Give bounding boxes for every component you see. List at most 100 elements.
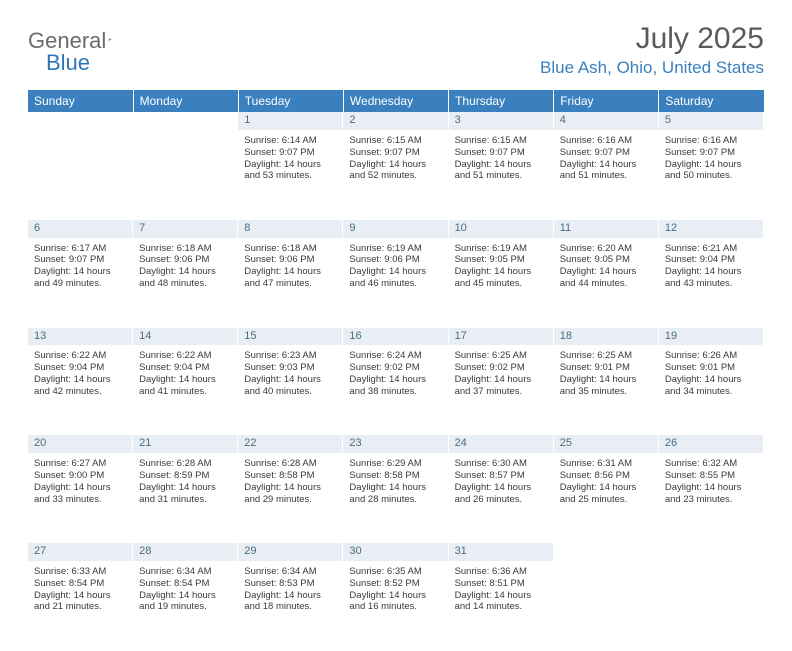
day-daylight2: and 44 minutes. bbox=[560, 278, 653, 290]
day-sunrise: Sunrise: 6:18 AM bbox=[139, 243, 232, 255]
day-cell: Sunrise: 6:23 AMSunset: 9:03 PMDaylight:… bbox=[238, 346, 343, 434]
day-sunrise: Sunrise: 6:36 AM bbox=[455, 566, 548, 578]
day-sunset: Sunset: 8:57 PM bbox=[455, 470, 548, 482]
weekday-header: Saturday bbox=[659, 90, 764, 112]
day-sunset: Sunset: 9:06 PM bbox=[139, 254, 232, 266]
day-daylight2: and 26 minutes. bbox=[455, 494, 548, 506]
day-sunrise: Sunrise: 6:27 AM bbox=[34, 458, 127, 470]
day-sunrise: Sunrise: 6:25 AM bbox=[455, 350, 548, 362]
day-number: 2 bbox=[343, 112, 448, 130]
day-number bbox=[659, 543, 764, 547]
day-daylight2: and 21 minutes. bbox=[34, 601, 127, 613]
day-cell: Sunrise: 6:15 AMSunset: 9:07 PMDaylight:… bbox=[449, 131, 554, 219]
day-sunrise: Sunrise: 6:28 AM bbox=[139, 458, 232, 470]
day-daylight1: Daylight: 14 hours bbox=[349, 374, 442, 386]
day-cell: Sunrise: 6:28 AMSunset: 8:59 PMDaylight:… bbox=[133, 454, 238, 542]
day-sunrise: Sunrise: 6:20 AM bbox=[560, 243, 653, 255]
day-sunrise: Sunrise: 6:24 AM bbox=[349, 350, 442, 362]
content-row: Sunrise: 6:22 AMSunset: 9:04 PMDaylight:… bbox=[28, 346, 764, 434]
day-daylight2: and 48 minutes. bbox=[139, 278, 232, 290]
day-sunset: Sunset: 8:55 PM bbox=[665, 470, 758, 482]
day-sunset: Sunset: 8:51 PM bbox=[455, 578, 548, 590]
day-number: 7 bbox=[133, 220, 238, 238]
title-block: July 2025 Blue Ash, Ohio, United States bbox=[540, 22, 764, 78]
day-daylight2: and 16 minutes. bbox=[349, 601, 442, 613]
day-sunrise: Sunrise: 6:25 AM bbox=[560, 350, 653, 362]
day-sunrise: Sunrise: 6:16 AM bbox=[560, 135, 653, 147]
day-daylight2: and 31 minutes. bbox=[139, 494, 232, 506]
weekday-header: Friday bbox=[554, 90, 659, 112]
weekday-header: Monday bbox=[133, 90, 238, 112]
day-sunset: Sunset: 9:01 PM bbox=[665, 362, 758, 374]
day-number: 17 bbox=[449, 328, 554, 346]
content-row: Sunrise: 6:33 AMSunset: 8:54 PMDaylight:… bbox=[28, 562, 764, 650]
day-cell: Sunrise: 6:34 AMSunset: 8:54 PMDaylight:… bbox=[133, 562, 238, 650]
content-row: Sunrise: 6:14 AMSunset: 9:07 PMDaylight:… bbox=[28, 131, 764, 219]
day-cell: Sunrise: 6:30 AMSunset: 8:57 PMDaylight:… bbox=[449, 454, 554, 542]
day-number: 3 bbox=[449, 112, 554, 130]
day-daylight1: Daylight: 14 hours bbox=[665, 159, 758, 171]
day-daylight2: and 35 minutes. bbox=[560, 386, 653, 398]
day-number: 14 bbox=[133, 328, 238, 346]
day-sunrise: Sunrise: 6:19 AM bbox=[349, 243, 442, 255]
day-cell: Sunrise: 6:25 AMSunset: 9:02 PMDaylight:… bbox=[449, 346, 554, 434]
day-cell: Sunrise: 6:15 AMSunset: 9:07 PMDaylight:… bbox=[343, 131, 448, 219]
day-sunrise: Sunrise: 6:34 AM bbox=[244, 566, 337, 578]
day-number: 29 bbox=[238, 543, 343, 561]
day-daylight1: Daylight: 14 hours bbox=[349, 482, 442, 494]
day-number: 11 bbox=[554, 220, 659, 238]
day-sunrise: Sunrise: 6:32 AM bbox=[665, 458, 758, 470]
day-sunrise: Sunrise: 6:15 AM bbox=[455, 135, 548, 147]
day-number: 4 bbox=[554, 112, 659, 130]
day-daylight1: Daylight: 14 hours bbox=[455, 590, 548, 602]
logo-text-blue: Blue bbox=[46, 50, 90, 75]
day-sunset: Sunset: 9:03 PM bbox=[244, 362, 337, 374]
day-daylight2: and 38 minutes. bbox=[349, 386, 442, 398]
day-sunset: Sunset: 9:07 PM bbox=[665, 147, 758, 159]
day-daylight2: and 28 minutes. bbox=[349, 494, 442, 506]
day-daylight1: Daylight: 14 hours bbox=[244, 159, 337, 171]
day-number: 8 bbox=[238, 220, 343, 238]
day-daylight2: and 37 minutes. bbox=[455, 386, 548, 398]
day-sunset: Sunset: 8:58 PM bbox=[349, 470, 442, 482]
day-sunrise: Sunrise: 6:34 AM bbox=[139, 566, 232, 578]
day-number: 27 bbox=[28, 543, 133, 561]
day-sunset: Sunset: 8:59 PM bbox=[139, 470, 232, 482]
day-cell: Sunrise: 6:22 AMSunset: 9:04 PMDaylight:… bbox=[28, 346, 133, 434]
page-header: General Blue July 2025 Blue Ash, Ohio, U… bbox=[28, 22, 764, 78]
day-number bbox=[133, 112, 238, 116]
day-cell: Sunrise: 6:22 AMSunset: 9:04 PMDaylight:… bbox=[133, 346, 238, 434]
day-daylight1: Daylight: 14 hours bbox=[34, 590, 127, 602]
day-daylight1: Daylight: 14 hours bbox=[139, 482, 232, 494]
day-sunset: Sunset: 9:07 PM bbox=[34, 254, 127, 266]
day-daylight1: Daylight: 14 hours bbox=[560, 482, 653, 494]
day-cell: Sunrise: 6:16 AMSunset: 9:07 PMDaylight:… bbox=[554, 131, 659, 219]
day-cell: Sunrise: 6:17 AMSunset: 9:07 PMDaylight:… bbox=[28, 239, 133, 327]
day-number bbox=[28, 112, 133, 116]
day-daylight2: and 52 minutes. bbox=[349, 170, 442, 182]
day-daylight2: and 47 minutes. bbox=[244, 278, 337, 290]
day-cell: Sunrise: 6:28 AMSunset: 8:58 PMDaylight:… bbox=[238, 454, 343, 542]
weekday-header: Wednesday bbox=[343, 90, 448, 112]
day-sunrise: Sunrise: 6:26 AM bbox=[665, 350, 758, 362]
day-number: 18 bbox=[554, 328, 659, 346]
day-sunrise: Sunrise: 6:17 AM bbox=[34, 243, 127, 255]
day-daylight2: and 19 minutes. bbox=[139, 601, 232, 613]
day-sunset: Sunset: 9:02 PM bbox=[455, 362, 548, 374]
day-cell: Sunrise: 6:25 AMSunset: 9:01 PMDaylight:… bbox=[554, 346, 659, 434]
day-daylight2: and 45 minutes. bbox=[455, 278, 548, 290]
title-month: July 2025 bbox=[540, 22, 764, 56]
day-daylight1: Daylight: 14 hours bbox=[665, 482, 758, 494]
day-sunset: Sunset: 8:54 PM bbox=[34, 578, 127, 590]
calendar-table: Sunday Monday Tuesday Wednesday Thursday… bbox=[28, 90, 764, 651]
day-cell: Sunrise: 6:21 AMSunset: 9:04 PMDaylight:… bbox=[659, 239, 764, 327]
day-cell: Sunrise: 6:19 AMSunset: 9:06 PMDaylight:… bbox=[343, 239, 448, 327]
day-daylight2: and 23 minutes. bbox=[665, 494, 758, 506]
day-cell: Sunrise: 6:32 AMSunset: 8:55 PMDaylight:… bbox=[659, 454, 764, 542]
day-sunset: Sunset: 9:06 PM bbox=[244, 254, 337, 266]
day-daylight1: Daylight: 14 hours bbox=[34, 482, 127, 494]
day-sunset: Sunset: 9:05 PM bbox=[560, 254, 653, 266]
day-daylight1: Daylight: 14 hours bbox=[244, 482, 337, 494]
day-daylight2: and 43 minutes. bbox=[665, 278, 758, 290]
day-cell: Sunrise: 6:16 AMSunset: 9:07 PMDaylight:… bbox=[659, 131, 764, 219]
